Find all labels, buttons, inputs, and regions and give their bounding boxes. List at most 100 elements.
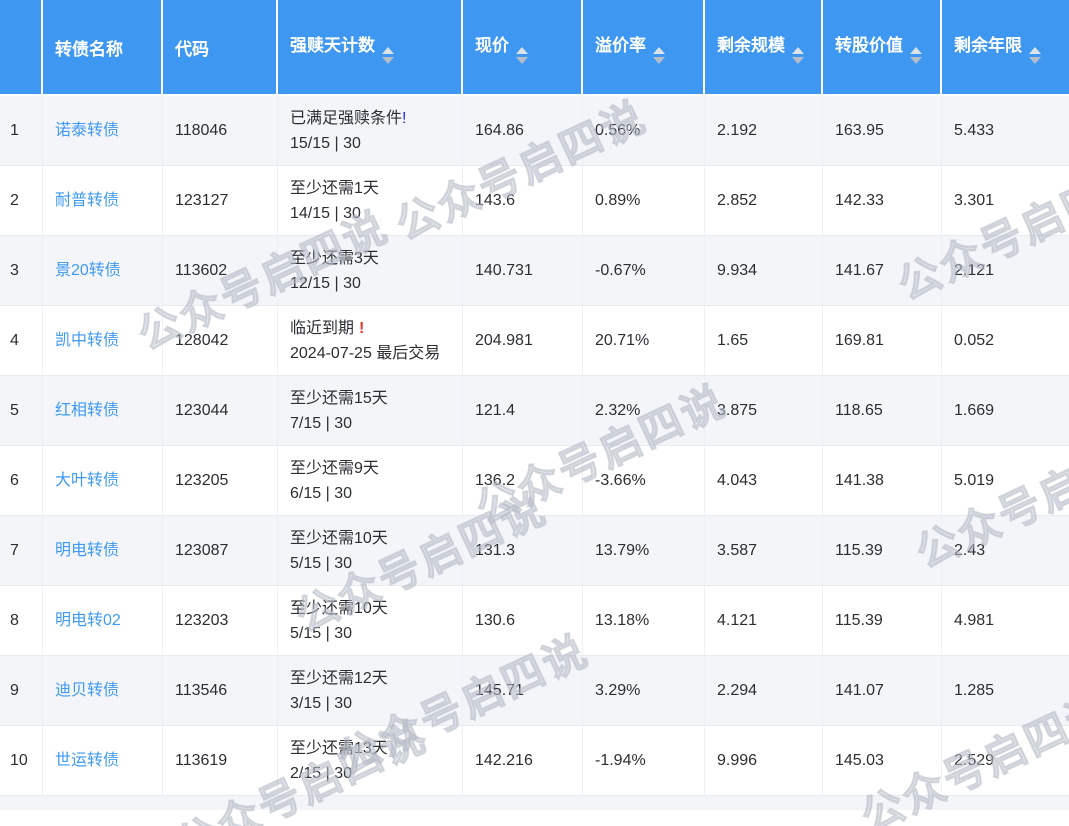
sort-desc-icon[interactable] [516,57,528,64]
sort-asc-icon[interactable] [653,47,665,54]
bond-name-link[interactable]: 红相转债 [55,402,119,419]
sort-asc-icon[interactable] [910,47,922,54]
sort-icon[interactable] [792,47,804,64]
sort-icon[interactable] [1029,47,1041,64]
redeem-status-mark: ! [402,110,406,127]
col-header-conversion-value[interactable]: 转股价值 [823,0,942,96]
table-row: 8 明电转02 123203 至少还需10天 5/15 | 30 130.6 1… [0,586,1069,656]
bond-name-link[interactable]: 大叶转债 [55,472,119,489]
table-header: 转债名称 代码 强赎天计数 现价 溢价率 剩余规模 转股价值 剩余 [0,0,1069,96]
bond-name-cell: 世运转债 [43,726,163,796]
sort-asc-icon[interactable] [382,47,394,54]
premium-rate: -0.67% [583,236,705,306]
sort-desc-icon[interactable] [1029,57,1041,64]
redeem-status-cell: 至少还需15天 7/15 | 30 [278,376,463,446]
bond-name-link[interactable]: 明电转债 [55,542,119,559]
redeem-status-text: 至少还需10天 [290,530,388,547]
col-header-label: 剩余规模 [717,36,785,55]
redeem-status-text: 至少还需13天 [290,740,388,757]
col-header-current-price[interactable]: 现价 [463,0,583,96]
sort-icon[interactable] [910,47,922,64]
row-index: 4 [0,306,43,376]
redeem-status-detail: 5/15 | 30 [290,551,442,576]
bond-code: 128042 [163,306,278,376]
bond-code: 113602 [163,236,278,306]
redeem-status-text: 已满足强赎条件 [290,110,402,127]
bond-code: 113546 [163,656,278,726]
sort-desc-icon[interactable] [653,57,665,64]
table-row: 1 诺泰转债 118046 已满足强赎条件! 15/15 | 30 164.86… [0,96,1069,166]
redeem-status-cell: 至少还需3天 12/15 | 30 [278,236,463,306]
sort-asc-icon[interactable] [792,47,804,54]
redeem-status-line: 至少还需15天 [290,386,450,411]
redeem-status-line: 至少还需10天 [290,596,450,621]
redeem-status-line: 已满足强赎条件! [290,106,450,131]
col-header-bond-name: 转债名称 [43,0,163,96]
remaining-years: 2.43 [942,516,1069,586]
remaining-years: 1.285 [942,656,1069,726]
bond-name-link[interactable]: 迪贝转债 [55,682,119,699]
current-price: 121.4 [463,376,583,446]
remaining-size: 3.875 [705,376,823,446]
sort-icon[interactable] [653,47,665,64]
bond-name-link[interactable]: 耐普转债 [55,192,119,209]
bond-name-link[interactable]: 诺泰转债 [55,122,119,139]
premium-rate: 0.56% [583,96,705,166]
sort-icon[interactable] [516,47,528,64]
redeem-status-cell: 至少还需9天 6/15 | 30 [278,446,463,516]
remaining-size: 9.996 [705,726,823,796]
bond-name-link[interactable]: 景20转债 [55,262,121,279]
row-index: 3 [0,236,43,306]
col-header-label: 代码 [175,40,209,59]
redeem-status-text: 至少还需3天 [290,250,379,267]
redeem-status-detail: 7/15 | 30 [290,411,442,436]
current-price: 143.6 [463,166,583,236]
row-index: 8 [0,586,43,656]
col-header-premium-rate[interactable]: 溢价率 [583,0,705,96]
table-row: 5 红相转债 123044 至少还需15天 7/15 | 30 121.4 2.… [0,376,1069,446]
convertible-bond-table: 转债名称 代码 强赎天计数 现价 溢价率 剩余规模 转股价值 剩余 [0,0,1069,796]
redeem-status-cell: 至少还需10天 5/15 | 30 [278,516,463,586]
sort-desc-icon[interactable] [910,57,922,64]
col-header-index [0,0,43,96]
col-header-redeem-day-count[interactable]: 强赎天计数 [278,0,463,96]
redeem-status-line: 至少还需10天 [290,526,450,551]
bond-name-link[interactable]: 明电转02 [55,612,121,629]
bond-code: 123127 [163,166,278,236]
redeem-status-text: 至少还需1天 [290,180,379,197]
redeem-status-detail: 12/15 | 30 [290,271,442,296]
conversion-value: 118.65 [823,376,942,446]
premium-rate: 2.32% [583,376,705,446]
remaining-size: 4.121 [705,586,823,656]
col-header-label: 转债名称 [55,40,123,59]
bond-code: 123203 [163,586,278,656]
current-price: 136.2 [463,446,583,516]
bond-name-link[interactable]: 世运转债 [55,752,119,769]
remaining-years: 3.301 [942,166,1069,236]
sort-asc-icon[interactable] [1029,47,1041,54]
redeem-status-line: 至少还需12天 [290,666,450,691]
premium-rate: -1.94% [583,726,705,796]
redeem-status-cell: 至少还需1天 14/15 | 30 [278,166,463,236]
col-header-label: 现价 [475,36,509,55]
sort-desc-icon[interactable] [792,57,804,64]
col-header-remaining-years[interactable]: 剩余年限 [942,0,1069,96]
current-price: 164.86 [463,96,583,166]
sort-icon[interactable] [382,47,394,64]
remaining-years: 2.121 [942,236,1069,306]
table-row: 4 凯中转债 128042 临近到期! 2024-07-25 最后交易 204.… [0,306,1069,376]
col-header-remaining-size[interactable]: 剩余规模 [705,0,823,96]
row-index: 1 [0,96,43,166]
bond-name-link[interactable]: 凯中转债 [55,332,119,349]
redeem-status-detail: 6/15 | 30 [290,481,442,506]
current-price: 142.216 [463,726,583,796]
redeem-status-cell: 已满足强赎条件! 15/15 | 30 [278,96,463,166]
current-price: 140.731 [463,236,583,306]
premium-rate: 13.79% [583,516,705,586]
table-row: 2 耐普转债 123127 至少还需1天 14/15 | 30 143.6 0.… [0,166,1069,236]
sort-asc-icon[interactable] [516,47,528,54]
redeem-status-detail: 2024-07-25 最后交易 [290,341,442,366]
sort-desc-icon[interactable] [382,57,394,64]
remaining-size: 3.587 [705,516,823,586]
row-index: 10 [0,726,43,796]
